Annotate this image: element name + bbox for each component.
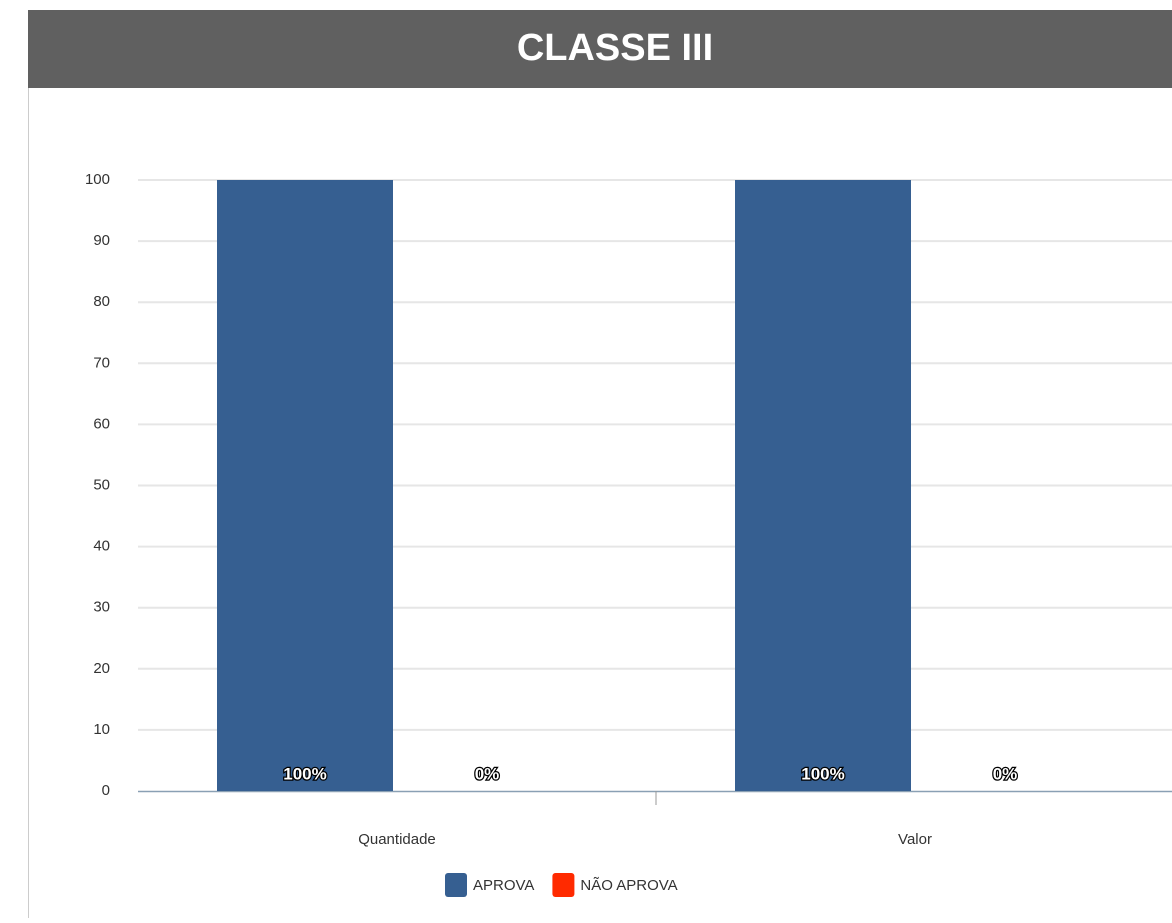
legend-label: NÃO APROVA — [580, 877, 677, 894]
y-tick-label: 70 — [93, 354, 110, 371]
y-tick-label: 60 — [93, 415, 110, 432]
legend-swatch — [445, 873, 467, 897]
value-label: 0% — [475, 764, 500, 783]
bar — [735, 180, 911, 791]
y-tick-label: 40 — [93, 538, 110, 555]
legend-swatch — [552, 873, 575, 897]
y-tick-label: 80 — [93, 293, 110, 310]
y-tick-label: 20 — [93, 660, 110, 677]
x-tick-label: Valor — [898, 831, 932, 848]
x-tick-label: Quantidade — [358, 831, 436, 848]
y-tick-label: 90 — [93, 232, 110, 249]
bar — [217, 180, 393, 791]
header — [28, 10, 1172, 88]
y-tick-label: 100 — [85, 171, 110, 188]
legend-label: APROVA — [473, 877, 534, 894]
y-tick-label: 30 — [93, 599, 110, 616]
chart-title: CLASSE III — [517, 27, 713, 69]
y-tick-label: 10 — [93, 721, 110, 738]
y-tick-label: 50 — [93, 476, 110, 493]
y-tick-label: 0 — [102, 782, 110, 799]
value-label: 0% — [993, 764, 1018, 783]
value-label: 100% — [801, 764, 844, 783]
value-label: 100% — [283, 764, 326, 783]
